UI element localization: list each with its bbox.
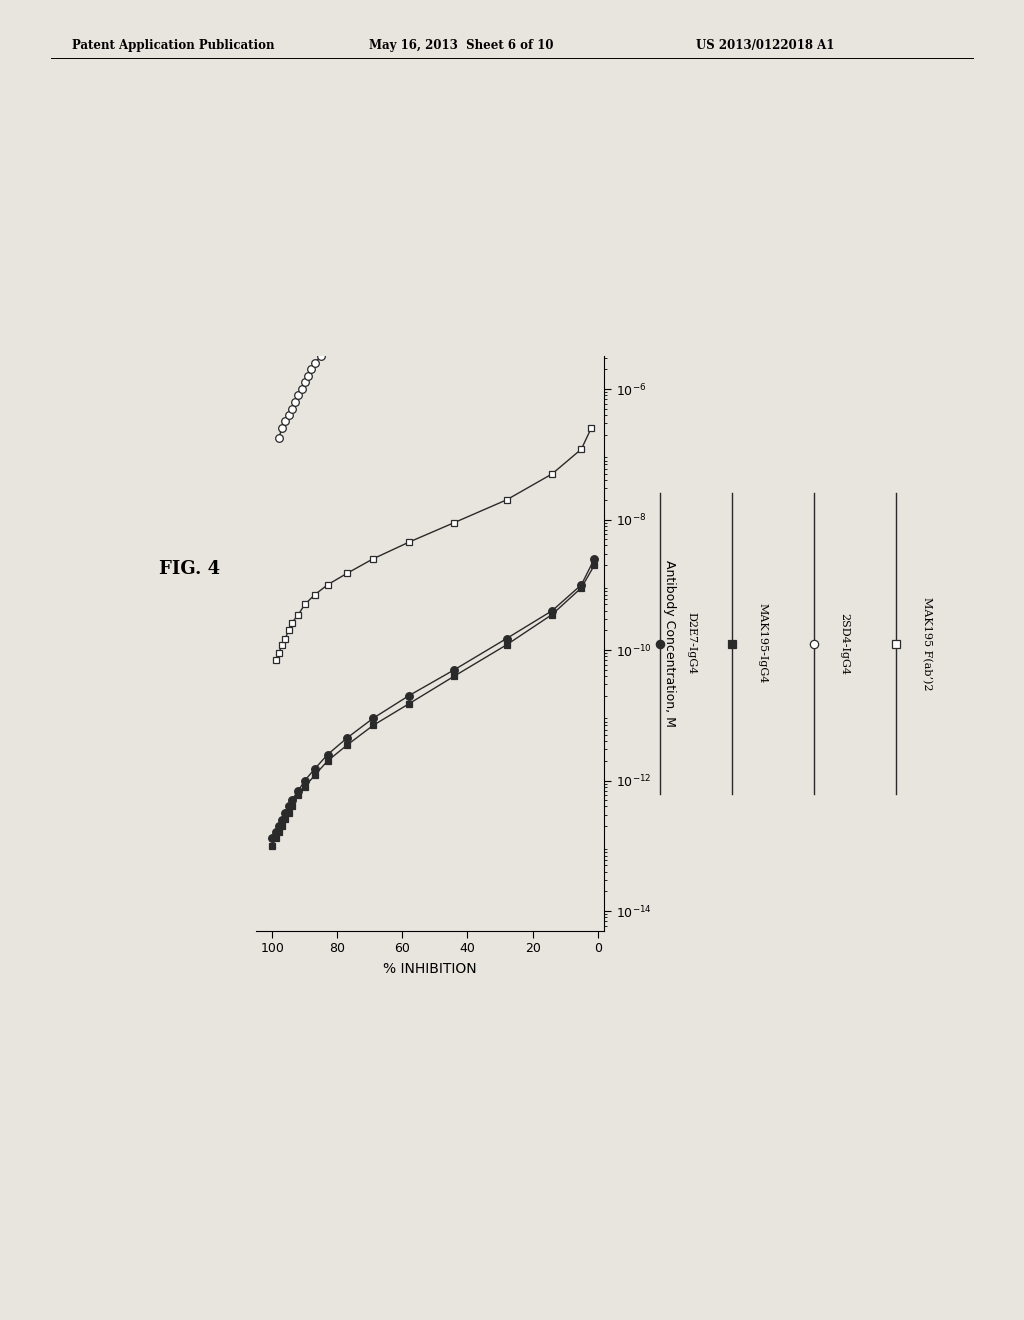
Text: D2E7-IgG4: D2E7-IgG4 bbox=[686, 612, 696, 675]
Y-axis label: Antibody Concentration, M: Antibody Concentration, M bbox=[663, 560, 676, 727]
Text: 2SD4-IgG4: 2SD4-IgG4 bbox=[840, 612, 850, 675]
Text: Patent Application Publication: Patent Application Publication bbox=[72, 38, 274, 51]
Text: May 16, 2013  Sheet 6 of 10: May 16, 2013 Sheet 6 of 10 bbox=[369, 38, 553, 51]
X-axis label: % INHIBITION: % INHIBITION bbox=[383, 962, 477, 977]
Text: MAK195-IgG4: MAK195-IgG4 bbox=[758, 603, 768, 684]
Text: US 2013/0122018 A1: US 2013/0122018 A1 bbox=[696, 38, 835, 51]
Text: MAK195 F(ab’)2: MAK195 F(ab’)2 bbox=[922, 597, 932, 690]
Text: FIG. 4: FIG. 4 bbox=[159, 560, 220, 578]
